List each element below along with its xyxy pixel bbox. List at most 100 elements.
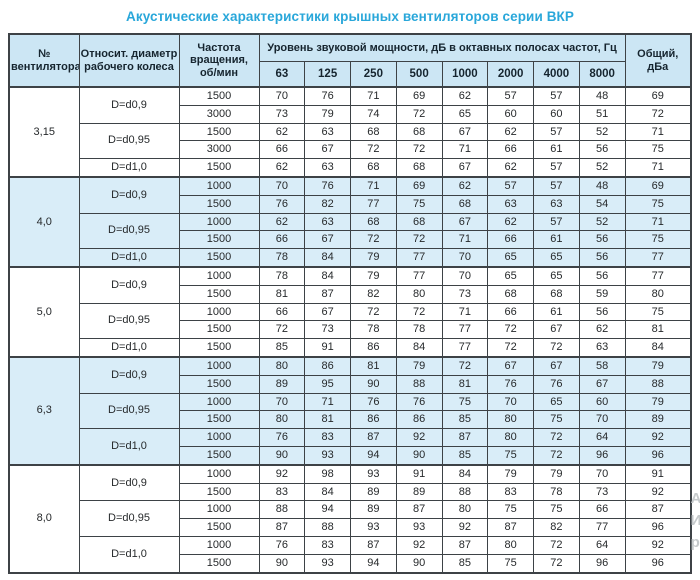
table-row: D=d1,0 1500 78 84 79 77 70 65 65 56 77 [9,248,692,268]
level-cell: 65 [487,248,534,268]
watermark-line: ра [690,534,700,551]
level-cell: 71 [441,302,489,322]
level-cell: 68 [533,284,580,304]
table-row: 1500 76 82 77 75 68 63 63 54 75 [9,194,692,214]
level-cell: 82 [304,194,351,214]
level-cell: 72 [533,553,580,574]
level-cell: 63 [304,122,351,142]
level-cell: 67 [487,356,534,376]
level-cell: 72 [533,338,580,358]
level-cell: 65 [533,392,580,412]
level-cell: 57 [533,212,580,232]
total-cell: 69 [624,86,692,106]
level-cell: 68 [487,284,534,304]
level-cell: 60 [578,392,626,412]
level-cell: 68 [350,158,397,179]
level-cell: 62 [258,158,306,179]
total-cell: 80 [624,284,692,304]
level-cell: 87 [350,428,397,447]
total-cell: 96 [624,518,692,537]
total-cell: 77 [624,266,692,286]
level-cell: 75 [441,392,489,412]
level-cell: 56 [578,140,626,160]
speed-cell: 1500 [178,122,260,142]
level-cell: 63 [304,212,351,232]
frequency-header-row: 63 125 250 500 1000 2000 4000 8000 [9,61,691,88]
level-cell: 62 [258,212,306,232]
diameter-cell: D=d0,95 [78,122,180,160]
watermark-line: Ак [690,490,700,507]
table-row: 1500 81 87 82 80 73 68 68 59 80 [9,284,692,304]
level-cell: 63 [578,338,626,358]
table-row: 3,15 D=d0,9 1500 70 76 71 69 62 57 57 48 69 [8,86,692,178]
total-cell: 84 [624,338,692,358]
diameter-cell: D=d1,0 [78,535,180,574]
col-header-speed: Частота вращения, об/мин [178,33,260,88]
level-cell: 96 [578,553,626,574]
level-cell: 87 [441,428,489,447]
level-cell: 60 [533,104,580,124]
level-cell: 92 [395,535,443,555]
level-cell: 87 [304,284,351,304]
total-cell: 75 [624,230,692,250]
level-cell: 94 [304,500,351,520]
level-cell: 57 [533,86,580,106]
table-row: 1500 83 84 89 89 88 83 78 73 92 [9,482,692,502]
level-cell: 93 [304,553,351,574]
level-cell: 67 [304,230,351,250]
level-cell: 76 [258,194,306,214]
level-cell: 72 [395,302,443,322]
level-cell: 84 [304,482,351,502]
diameter-cell: D=d1,0 [78,338,180,358]
diameter-cell: D=d1,0 [78,158,180,179]
level-cell: 80 [258,356,306,376]
level-cell: 67 [441,158,489,179]
table-row: D=d0,95 1000 88 94 89 87 80 75 75 66 87 [9,500,692,537]
level-cell: 76 [395,392,443,412]
total-cell: 79 [624,356,692,376]
level-cell: 82 [533,518,580,537]
level-cell: 78 [533,482,580,502]
level-cell: 67 [304,140,351,160]
col-header-diameter: Относит. диаметр рабочего колеса [78,33,180,88]
total-cell: 69 [624,176,692,196]
level-cell: 62 [487,122,534,142]
total-cell: 71 [624,212,692,232]
fan-size-cell: 3,15 [8,86,80,178]
level-cell: 62 [441,86,489,106]
level-cell: 93 [350,464,397,484]
level-cell: 67 [304,302,351,322]
level-cell: 72 [395,230,443,250]
table-row: 1500 89 95 90 88 81 76 76 67 88 [9,374,692,394]
table-row: 1500 66 67 72 72 71 66 61 56 75 [9,230,692,250]
level-cell: 62 [258,122,306,142]
level-cell: 76 [258,535,306,555]
level-cell: 85 [441,445,489,466]
table-row: 8,0 D=d0,9 1000 92 98 93 91 84 79 79 70 91 [8,464,692,574]
level-cell: 67 [533,320,580,340]
col-header-freq-250: 250 [350,61,397,88]
level-cell: 85 [441,553,489,574]
level-cell: 56 [578,302,626,322]
fan-size-cell: 5,0 [8,266,80,358]
level-cell: 89 [350,500,397,520]
total-cell: 87 [624,500,692,520]
level-cell: 69 [395,176,443,196]
level-cell: 63 [487,194,534,214]
speed-cell: 1000 [178,356,260,376]
table-row: D=d0,95 1000 66 67 72 72 71 66 61 56 75 [9,302,692,340]
level-cell: 83 [258,482,306,502]
level-cell: 56 [578,248,626,268]
speed-cell: 1500 [178,445,260,466]
table-row: 1500 90 93 94 90 85 75 72 96 96 [9,553,692,574]
speed-cell: 3000 [178,104,260,124]
level-cell: 79 [395,356,443,376]
level-cell: 89 [395,482,443,502]
diameter-cell: D=d0,9 [78,266,180,304]
level-cell: 62 [487,212,534,232]
level-cell: 57 [487,176,534,196]
speed-cell: 1500 [178,410,260,430]
diameter-cell: D=d1,0 [78,428,180,466]
level-cell: 78 [258,266,306,286]
diameter-cell: D=d0,9 [78,464,180,502]
